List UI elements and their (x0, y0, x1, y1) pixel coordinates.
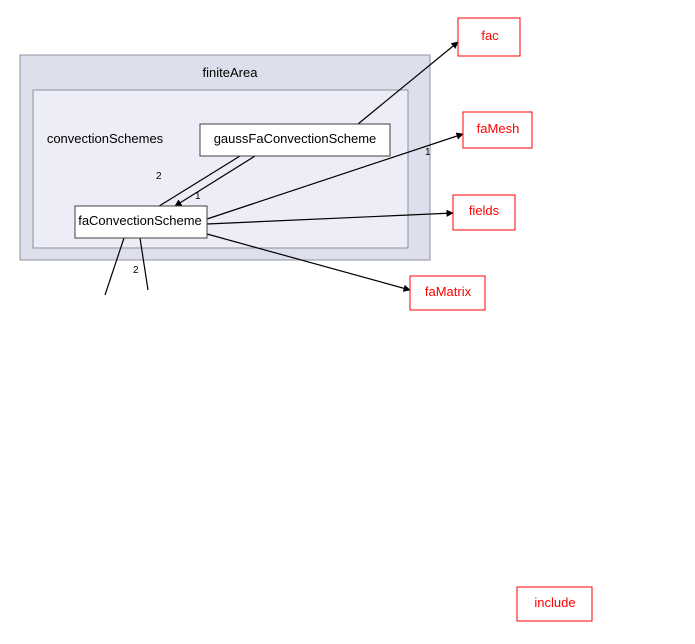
label-convectionSchemes: convectionSchemes (47, 131, 164, 146)
label-faMesh: faMesh (477, 121, 520, 136)
edge-label-gauss-to-faConv-2: 2 (156, 171, 162, 182)
label-fac: fac (481, 28, 499, 43)
label-finiteArea: finiteArea (203, 65, 259, 80)
label-gaussFaConv: gaussFaConvectionScheme (214, 131, 377, 146)
diagram-canvas: 1 1 2 2 finiteArea convectionSchemes gaussFaCo… (0, 0, 695, 644)
edge-label-faConv-to-faMesh: 1 (425, 147, 431, 158)
label-fields: fields (469, 203, 500, 218)
label-faMatrix: faMatrix (425, 284, 472, 299)
edge-label-gauss-to-faConv-1: 1 (195, 191, 201, 202)
label-include: include (534, 595, 575, 610)
edge-label-faConv-down-2: 2 (133, 265, 139, 276)
label-faConv: faConvectionScheme (78, 213, 202, 228)
